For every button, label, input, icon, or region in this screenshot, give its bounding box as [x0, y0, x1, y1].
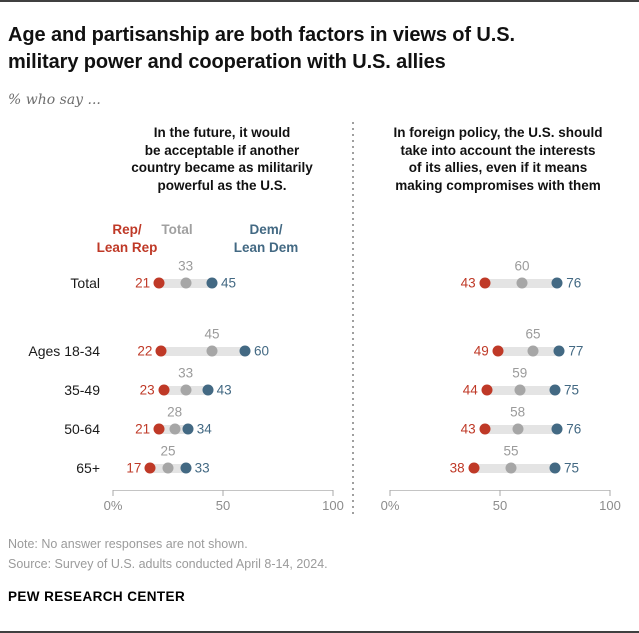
rep-value-label: 43 — [460, 421, 476, 437]
total-dot — [169, 423, 181, 435]
legend-rep-lean-rep: Rep/ Lean Rep — [96, 222, 158, 255]
dem-value-label: 76 — [566, 421, 582, 437]
total-value-label: 55 — [503, 443, 519, 459]
rep-value-label: 21 — [135, 275, 151, 291]
total-dot — [527, 345, 539, 357]
total-dot — [162, 462, 174, 474]
dem-dot — [239, 345, 251, 357]
total-dot — [516, 277, 528, 289]
rep-dot — [481, 384, 493, 396]
total-value-label: 45 — [204, 326, 220, 342]
x-axis-tick — [499, 490, 501, 496]
x-axis-tick — [222, 490, 224, 496]
dem-value-label: 75 — [564, 460, 580, 476]
dem-value-label: 43 — [216, 382, 232, 398]
x-axis-tick — [332, 490, 334, 496]
total-dot — [514, 384, 526, 396]
row-label: Ages 18-34 — [28, 343, 100, 359]
dem-dot — [551, 423, 563, 435]
bottom-divider — [0, 631, 639, 633]
rep-value-label: 21 — [135, 421, 151, 437]
total-dot — [180, 277, 192, 289]
x-axis-tick-label: 50 — [492, 498, 508, 513]
rep-value-label: 17 — [126, 460, 142, 476]
dem-dot — [551, 277, 563, 289]
legend-dem-lean-dem: Dem/ Lean Dem — [233, 222, 299, 255]
total-value-label: 25 — [160, 443, 176, 459]
row-label: 35-49 — [64, 382, 100, 398]
x-axis-tick — [389, 490, 391, 496]
x-axis-tick-label: 50 — [215, 498, 231, 513]
total-value-label: 60 — [514, 258, 530, 274]
right-panel-title: In foreign policy, the U.S. should take … — [393, 125, 603, 193]
total-value-label: 58 — [510, 404, 526, 420]
dem-dot — [553, 345, 565, 357]
total-value-label: 33 — [178, 365, 194, 381]
dem-value-label: 45 — [221, 275, 237, 291]
chart-source: Source: Survey of U.S. adults conducted … — [8, 557, 328, 571]
rep-dot — [144, 462, 156, 474]
x-axis-tick — [609, 490, 611, 496]
rep-value-label: 23 — [139, 382, 155, 398]
total-value-label: 65 — [525, 326, 541, 342]
rep-dot — [153, 423, 165, 435]
top-divider — [0, 0, 639, 2]
dem-dot — [202, 384, 214, 396]
total-dot — [206, 345, 218, 357]
x-axis-tick-label: 0% — [380, 498, 400, 513]
brand-footer: PEW RESEARCH CENTER — [8, 589, 186, 604]
row-label: 65+ — [76, 460, 100, 476]
dem-dot — [549, 384, 561, 396]
x-axis-tick-label: 100 — [322, 498, 344, 513]
range-bar — [161, 346, 245, 356]
rep-value-label: 22 — [137, 343, 153, 359]
dem-value-label: 33 — [194, 460, 210, 476]
chart-title: Age and partisanship are both factors in… — [8, 24, 515, 73]
total-value-label: 33 — [178, 258, 194, 274]
total-value-label: 59 — [512, 365, 528, 381]
rep-value-label: 43 — [460, 275, 476, 291]
dem-dot — [182, 423, 194, 435]
rep-value-label: 38 — [449, 460, 465, 476]
row-label: 50-64 — [64, 421, 100, 437]
x-axis-tick-label: 100 — [599, 498, 621, 513]
total-dot — [505, 462, 517, 474]
total-dot — [180, 384, 192, 396]
left-panel-title: In the future, it would be acceptable if… — [131, 125, 313, 193]
row-label: Total — [70, 275, 100, 291]
rep-dot — [158, 384, 170, 396]
rep-dot — [479, 423, 491, 435]
rep-value-label: 49 — [473, 343, 489, 359]
dem-dot — [206, 277, 218, 289]
legend-total: Total — [161, 222, 193, 237]
rep-dot — [468, 462, 480, 474]
x-axis-tick-label: 0% — [103, 498, 123, 513]
chart-note: Note: No answer responses are not shown. — [8, 537, 248, 551]
dem-value-label: 76 — [566, 275, 582, 291]
rep-dot — [479, 277, 491, 289]
total-dot — [512, 423, 524, 435]
dem-dot — [180, 462, 192, 474]
dem-value-label: 77 — [568, 343, 584, 359]
rep-dot — [492, 345, 504, 357]
total-value-label: 28 — [167, 404, 183, 420]
chart-subtitle: % who say ... — [8, 92, 101, 108]
rep-dot — [153, 277, 165, 289]
dem-value-label: 34 — [196, 421, 212, 437]
dem-value-label: 75 — [564, 382, 580, 398]
rep-value-label: 44 — [462, 382, 478, 398]
dem-dot — [549, 462, 561, 474]
panel-divider — [352, 122, 354, 518]
rep-dot — [155, 345, 167, 357]
x-axis-tick — [112, 490, 114, 496]
dem-value-label: 60 — [254, 343, 270, 359]
